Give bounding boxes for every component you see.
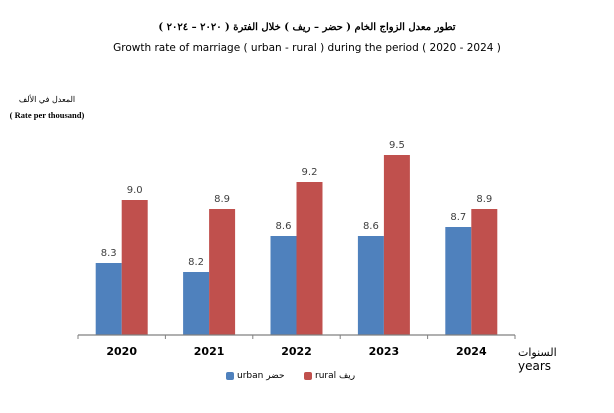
x-tick-label: 2023 [369,345,400,358]
data-label: 8.6 [276,221,292,232]
data-label: 8.2 [188,257,204,268]
y-axis-label: ( Rate per thousand) [9,110,85,120]
x-tick-label: 2022 [281,345,312,358]
data-label: 8.7 [450,212,466,223]
bar-rural-2024 [471,209,498,335]
legend-swatch-rural [304,372,312,380]
legend-label-urban: urban حضر [237,371,285,381]
x-tick-label: 2024 [456,345,487,358]
data-label: 9.0 [127,185,143,196]
data-label: 9.2 [302,167,318,178]
bar-urban-2023 [357,236,384,335]
data-label: 8.9 [214,194,230,205]
bar-rural-2023 [383,155,410,335]
x-tick-label: 2021 [194,345,225,358]
bar-urban-2021 [183,272,210,335]
data-label: 8.6 [363,221,379,232]
data-label: 8.3 [101,248,117,259]
bar-urban-2024 [445,227,472,335]
data-label: 9.5 [389,140,405,151]
bar-rural-2022 [296,182,323,335]
x-axis-label: years [518,359,552,373]
bar-rural-2021 [209,209,236,335]
x-axis-label-arabic: السنوات [518,346,557,359]
y-axis-label-arabic: المعدل في الألف [18,95,76,104]
x-tick-label: 2020 [106,345,137,358]
data-label: 8.9 [476,194,492,205]
legend-label-rural: rural ريف [315,371,356,381]
bar-urban-2020 [95,263,122,335]
chart-title-arabic: تطور معدل الزواج الخام ( حضر – ريف ) خلا… [158,22,456,33]
legend-swatch-urban [226,372,234,380]
bar-rural-2020 [121,200,148,335]
bar-urban-2022 [270,236,297,335]
legend-item-rural: rural ريف [304,371,355,381]
legend-item-urban: urban حضر [226,371,285,381]
chart-title: Growth rate of marriage ( urban - rural … [113,42,501,54]
